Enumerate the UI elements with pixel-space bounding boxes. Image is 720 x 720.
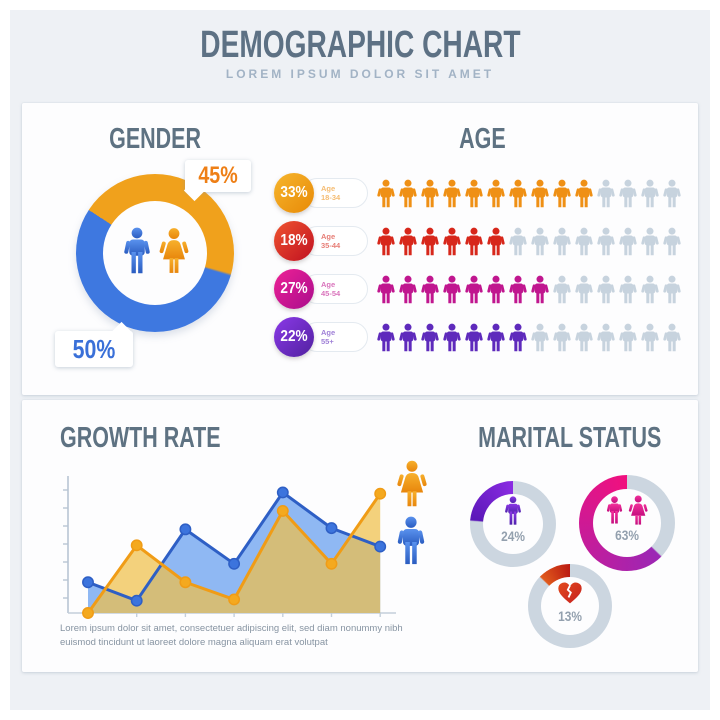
man-icon <box>123 227 151 274</box>
person-icon-filled <box>530 275 550 304</box>
age-row: 22% Age 55+ <box>274 313 686 361</box>
person-icon-filled <box>398 275 418 304</box>
female-share-value: 45% <box>198 162 238 189</box>
person-icon-filled <box>464 275 484 304</box>
person-icon-filled <box>552 179 572 208</box>
page-subtitle: LOREM IPSUM DOLOR SIT AMET <box>225 67 495 81</box>
person-icon-filled <box>376 227 396 256</box>
growth-heading: GROWTH RATE <box>60 422 221 454</box>
person-icon-empty <box>596 179 616 208</box>
legend-woman-icon <box>396 460 428 507</box>
person-icon-empty <box>552 275 572 304</box>
person-icon-empty <box>662 179 682 208</box>
female-share-callout: 45% <box>183 160 251 202</box>
person-icon-filled <box>376 323 396 352</box>
person-icon-empty <box>552 227 572 256</box>
person-icon-empty <box>618 275 638 304</box>
woman-icon <box>159 228 189 273</box>
person-icon-filled <box>442 323 462 352</box>
person-icon-empty <box>596 323 616 352</box>
person-icon-filled <box>508 323 528 352</box>
marital-donut-single: 24% <box>470 481 556 567</box>
person-icon-filled <box>464 179 484 208</box>
person-icon-filled <box>398 179 418 208</box>
person-icon-filled <box>574 179 594 208</box>
age-icon-strip <box>376 227 682 256</box>
person-icon-filled <box>486 179 506 208</box>
age-pictogram-rows: 33% Age 18-34 18% Age 35-44 27% Age 45-54 22% Age 5… <box>274 169 686 361</box>
gender-heading: GENDER <box>109 123 201 155</box>
age-row: 18% Age 35-44 <box>274 217 686 265</box>
person-icon-filled <box>420 323 440 352</box>
card-gender-age: GENDER AGE 45% 50% 33% Age 18-34 18% Age 35-4… <box>22 103 698 395</box>
person-icon-filled <box>398 227 418 256</box>
age-heading: AGE <box>458 123 506 155</box>
growth-rate-chart <box>52 458 432 628</box>
age-icon-strip <box>376 275 682 304</box>
age-row: 33% Age 18-34 <box>274 169 686 217</box>
age-percent-badge: 33% <box>274 173 314 213</box>
person-icon-empty <box>508 227 528 256</box>
person-icon-empty <box>574 323 594 352</box>
male-share-callout: 50% <box>55 321 133 367</box>
marital-percent: 24% <box>501 528 525 544</box>
couple-icon <box>606 495 648 525</box>
person-icon-filled <box>464 323 484 352</box>
marital-percent: 63% <box>615 527 639 543</box>
person-icon-filled <box>442 179 462 208</box>
male-share-value: 50% <box>72 334 116 364</box>
person-icon-filled <box>442 275 462 304</box>
person-icon-filled <box>508 275 528 304</box>
person-icon-filled <box>486 275 506 304</box>
age-percent-badge: 18% <box>274 221 314 261</box>
marital-percent: 13% <box>558 608 582 624</box>
person-icon-empty <box>618 323 638 352</box>
person-icon-empty <box>640 179 660 208</box>
man-icon <box>504 496 522 525</box>
broken-heart-icon <box>557 581 583 605</box>
legend-man-icon <box>397 516 425 565</box>
person-icon-empty <box>618 227 638 256</box>
person-icon-filled <box>530 179 550 208</box>
age-row: 27% Age 45-54 <box>274 265 686 313</box>
age-percent-badge: 22% <box>274 317 314 357</box>
person-icon-filled <box>420 179 440 208</box>
gender-donut-chart <box>76 174 234 332</box>
person-icon-empty <box>640 227 660 256</box>
person-icon-empty <box>640 275 660 304</box>
person-icon-empty <box>640 323 660 352</box>
person-icon-filled <box>398 323 418 352</box>
person-icon-filled <box>508 179 528 208</box>
person-icon-filled <box>376 179 396 208</box>
page-title: DEMOGRAPHIC CHART <box>199 24 521 66</box>
person-icon-empty <box>662 227 682 256</box>
age-range-pill: Age 55+ <box>302 322 368 352</box>
card-growth-marital: GROWTH RATE MARITAL STATUS Lorem ipsum d… <box>22 400 698 672</box>
person-icon-filled <box>420 275 440 304</box>
person-icon-filled <box>442 227 462 256</box>
person-icon-filled <box>486 227 506 256</box>
age-percent-badge: 27% <box>274 269 314 309</box>
person-icon-empty <box>596 275 616 304</box>
person-icon-filled <box>376 275 396 304</box>
age-icon-strip <box>376 179 682 208</box>
marital-donut-divorced: 13% <box>528 564 612 648</box>
person-icon-empty <box>662 323 682 352</box>
person-icon-empty <box>530 227 550 256</box>
person-icon-filled <box>420 227 440 256</box>
person-icon-empty <box>574 275 594 304</box>
person-icon-empty <box>618 179 638 208</box>
growth-caption: Lorem ipsum dolor sit amet, consectetuer… <box>60 623 403 648</box>
person-icon-empty <box>552 323 572 352</box>
person-icon-filled <box>486 323 506 352</box>
person-icon-empty <box>530 323 550 352</box>
person-icon-empty <box>596 227 616 256</box>
person-icon-empty <box>574 227 594 256</box>
age-icon-strip <box>376 323 682 352</box>
marital-donut-married: 63% <box>579 475 675 571</box>
marital-heading: MARITAL STATUS <box>478 422 662 454</box>
person-icon-empty <box>662 275 682 304</box>
person-icon-filled <box>464 227 484 256</box>
